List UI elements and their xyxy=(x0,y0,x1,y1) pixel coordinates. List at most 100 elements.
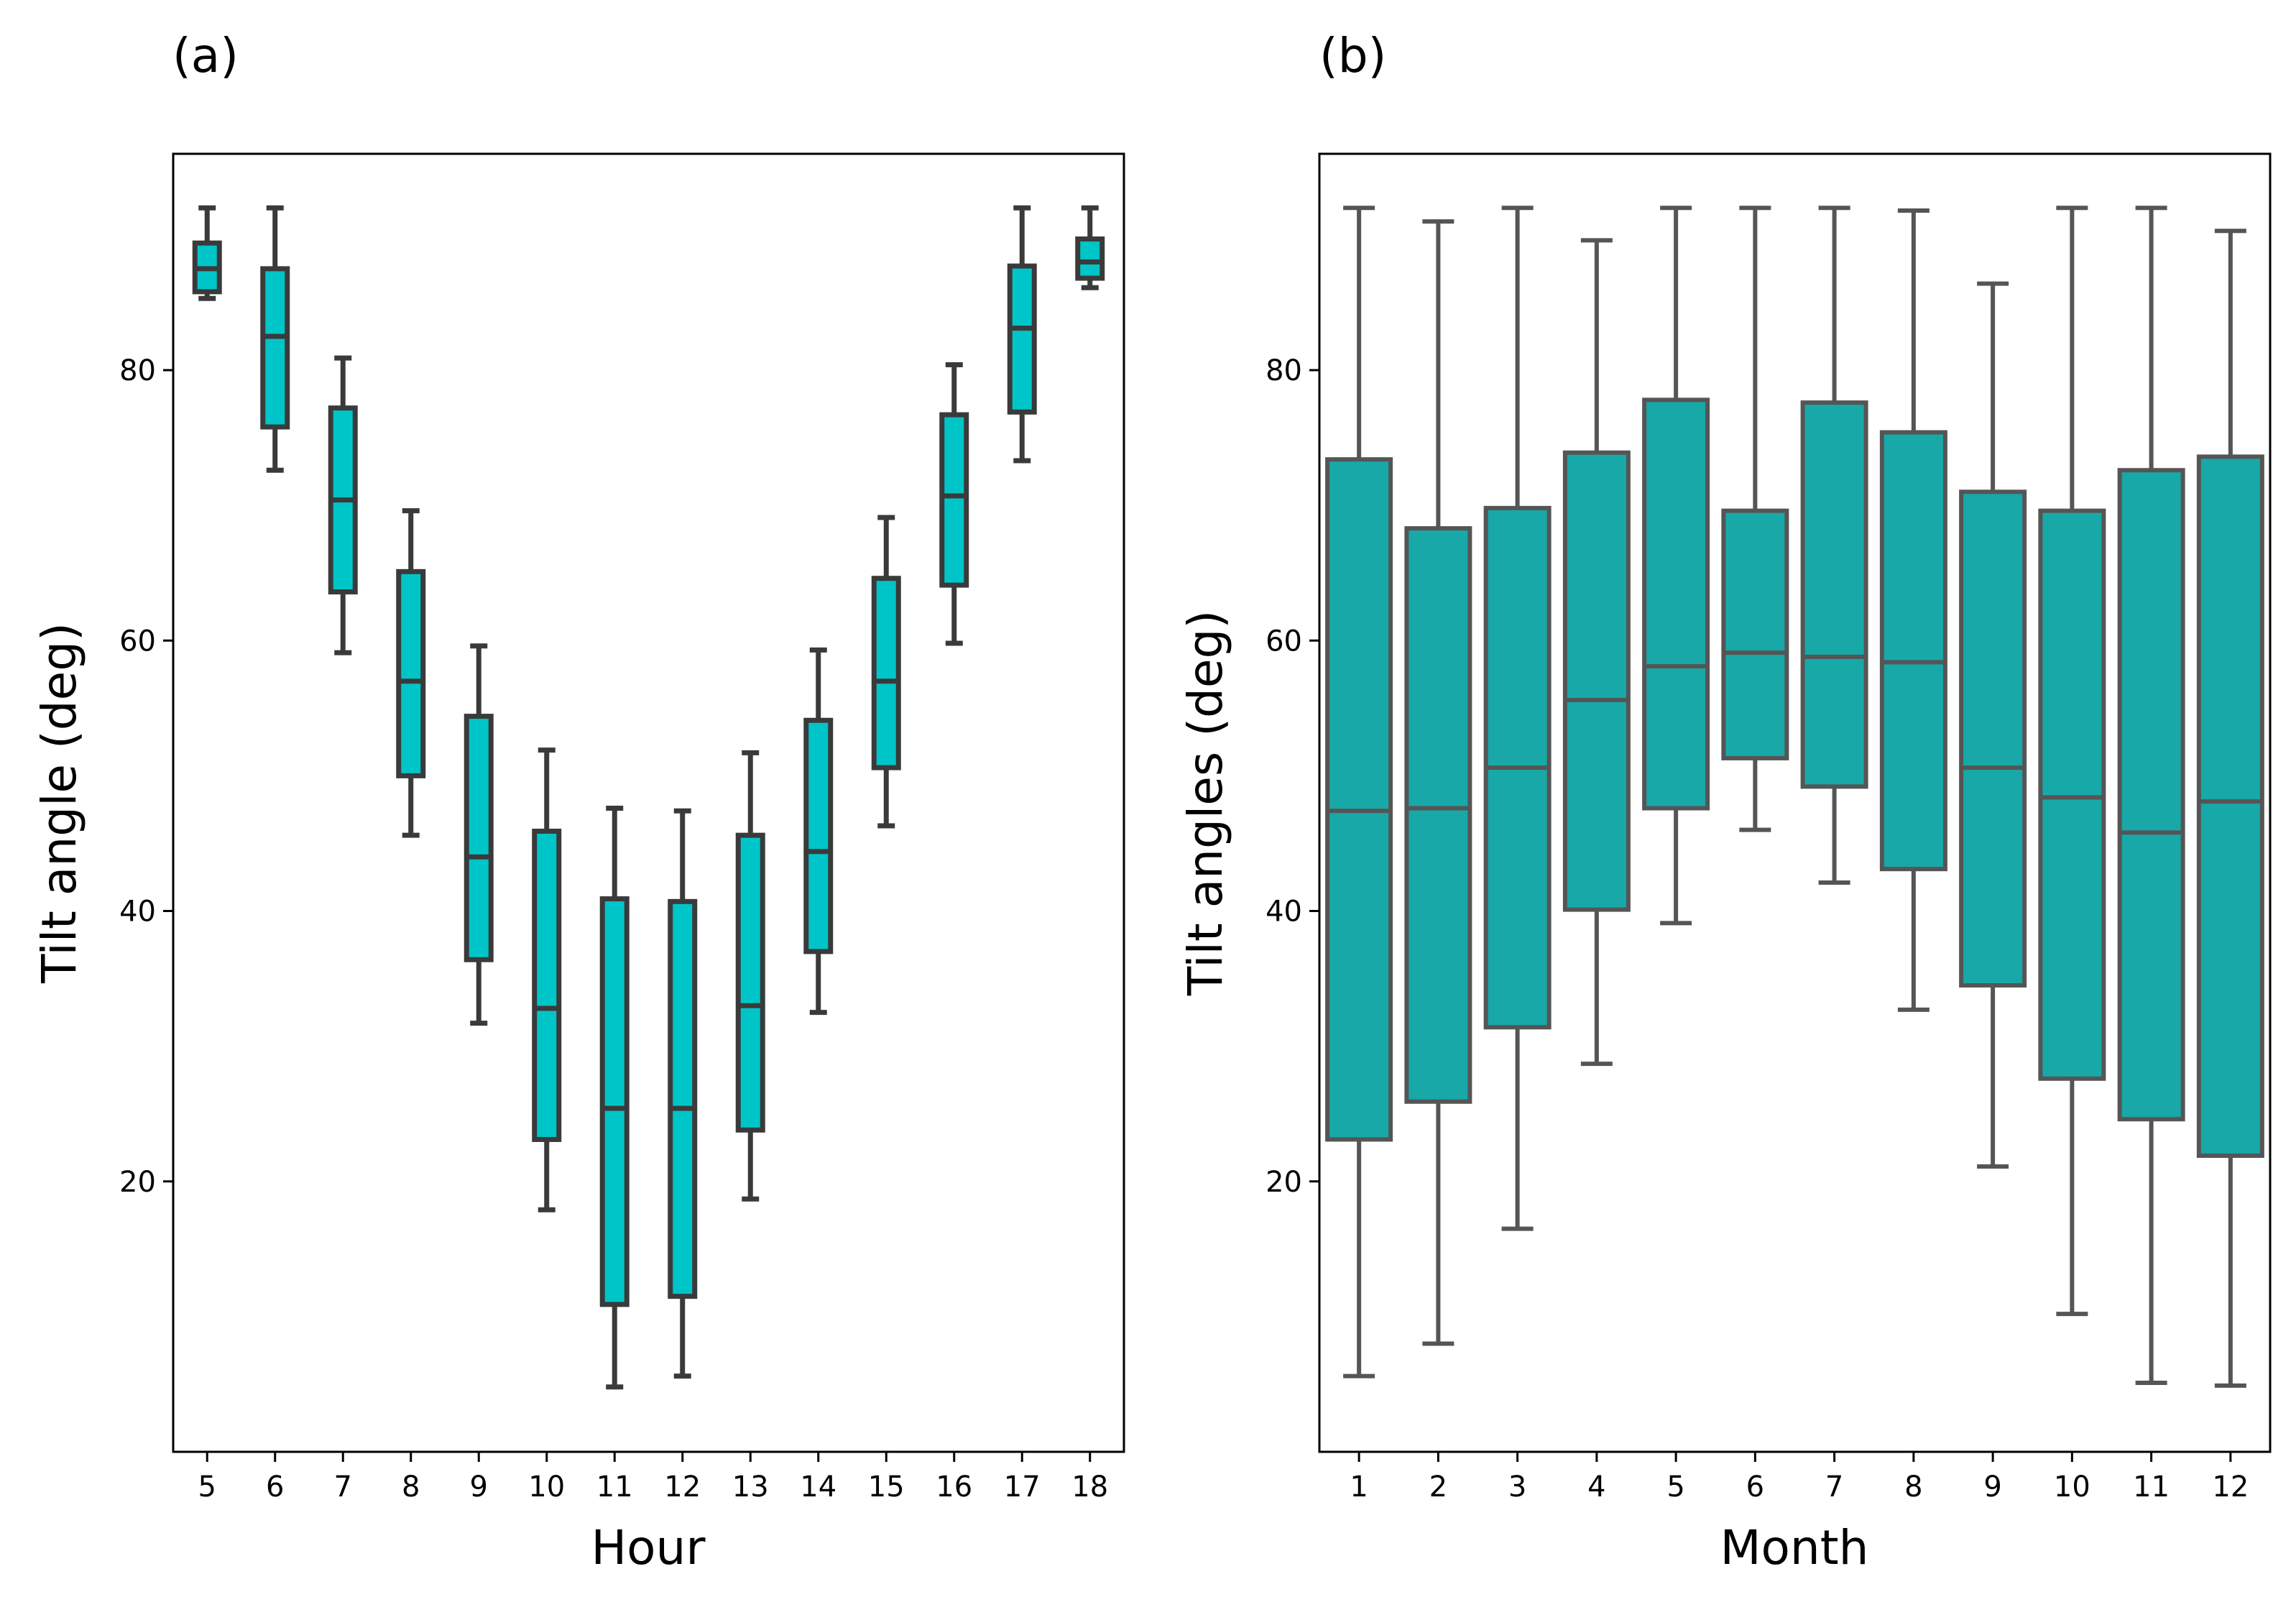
iqr-box xyxy=(1959,489,2027,988)
panel-a-x-tick-label: 12 xyxy=(664,1471,701,1504)
iqr-box xyxy=(735,832,765,1133)
panel-a-box-12 xyxy=(668,808,698,1379)
iqr-box xyxy=(1800,400,1868,789)
iqr-box xyxy=(1642,397,1710,811)
panel-b-y-tick-label: 40 xyxy=(1265,896,1302,929)
panel-b-x-tick-label: 8 xyxy=(1904,1471,1922,1504)
panel-a-frame xyxy=(172,152,1125,1453)
panel-b-x-axis-label: Month xyxy=(1720,1520,1869,1575)
panel-b-box-2 xyxy=(1404,219,1472,1346)
iqr-box xyxy=(532,829,562,1142)
panel-a-y-tick-label: 40 xyxy=(119,896,156,929)
panel-b-frame xyxy=(1318,152,2272,1453)
panel-b-box-8 xyxy=(1879,208,1947,1012)
panel-b-box-3 xyxy=(1483,206,1552,1231)
panel-b-box-11 xyxy=(2117,206,2185,1386)
panel-b-x-tick-label: 10 xyxy=(2054,1471,2090,1504)
panel-a-box-11 xyxy=(599,806,630,1390)
panel-b-x-tick-label: 11 xyxy=(2133,1471,2170,1504)
panel-b-x-tick-label: 12 xyxy=(2212,1471,2249,1504)
iqr-box xyxy=(1879,430,1947,872)
panel-a-x-ticks: 5 6 7 8 9 10 11 12 13 14 15 16 17 18 xyxy=(198,1452,1108,1504)
iqr-box xyxy=(2038,508,2106,1081)
panel-a-y-tick-label: 80 xyxy=(119,354,156,387)
panel-a-x-tick-label: 16 xyxy=(936,1471,972,1504)
panel-b-x-tick-label: 9 xyxy=(1983,1471,2001,1504)
panel-b-box-10 xyxy=(2038,206,2106,1317)
panel-a-x-tick-label: 5 xyxy=(198,1471,216,1504)
panel-a-x-tick-label: 14 xyxy=(800,1471,836,1504)
panel-b-label: (b) xyxy=(1319,28,1386,83)
panel-a-x-tick-label: 17 xyxy=(1004,1471,1041,1504)
panel-a-box-6 xyxy=(260,205,290,473)
panel-a-x-tick-label: 11 xyxy=(596,1471,633,1504)
panel-b-x-ticks: 1 2 3 4 5 6 7 8 9 10 11 12 xyxy=(1350,1452,2249,1504)
panel-a-x-tick-label: 7 xyxy=(334,1471,352,1504)
panel-b-box-4 xyxy=(1562,238,1631,1067)
panel-a-label: (a) xyxy=(172,28,239,83)
panel-b-y-tick-label: 60 xyxy=(1265,625,1302,658)
panel-a-y-axis-label: Tilt angle (deg) xyxy=(32,622,87,984)
panel-a: (a) 20 40 60 80 5 6 7 8 9 10 11 12 13 14 15 16 17 18 Hou… xyxy=(32,28,1125,1575)
iqr-box xyxy=(1075,236,1105,281)
panel-b-box-1 xyxy=(1325,206,1393,1379)
panel-a-x-tick-label: 8 xyxy=(402,1471,420,1504)
panel-a-box-14 xyxy=(803,647,834,1016)
iqr-box xyxy=(464,714,494,962)
iqr-box xyxy=(1721,508,1789,760)
panel-b-y-tick-label: 20 xyxy=(1265,1166,1302,1199)
panel-b-x-tick-label: 1 xyxy=(1350,1471,1368,1504)
iqr-box xyxy=(1404,526,1472,1104)
panel-a-box-8 xyxy=(396,508,426,838)
panel-b-boxes xyxy=(1325,206,2264,1388)
iqr-box xyxy=(871,576,901,770)
iqr-box xyxy=(939,412,969,588)
panel-a-box-15 xyxy=(871,515,901,829)
iqr-box xyxy=(599,896,630,1307)
iqr-box xyxy=(803,717,834,954)
panel-a-box-13 xyxy=(735,750,765,1202)
panel-a-x-tick-label: 9 xyxy=(470,1471,488,1504)
panel-b-y-ticks: 20 40 60 80 xyxy=(1265,354,1319,1199)
iqr-box xyxy=(1007,263,1037,415)
panel-a-box-17 xyxy=(1007,205,1037,464)
panel-b-box-9 xyxy=(1959,281,2027,1169)
panel-b-box-12 xyxy=(2196,229,2264,1388)
panel-a-box-16 xyxy=(939,362,969,646)
panel-b-x-tick-label: 2 xyxy=(1429,1471,1447,1504)
panel-a-x-tick-label: 15 xyxy=(868,1471,905,1504)
iqr-box xyxy=(260,266,290,430)
iqr-box xyxy=(668,898,698,1299)
panel-a-x-tick-label: 18 xyxy=(1071,1471,1108,1504)
panel-b-x-tick-label: 6 xyxy=(1746,1471,1764,1504)
panel-b-box-6 xyxy=(1721,206,1789,832)
panel-b-y-axis-label: Tilt angles (deg) xyxy=(1178,610,1233,996)
panel-a-x-tick-label: 13 xyxy=(732,1471,769,1504)
panel-a-x-tick-label: 6 xyxy=(266,1471,284,1504)
iqr-box xyxy=(1325,457,1393,1142)
panel-a-y-tick-label: 20 xyxy=(119,1166,156,1199)
iqr-box xyxy=(1562,450,1631,912)
panel-a-box-5 xyxy=(192,205,222,301)
panel-b-x-tick-label: 5 xyxy=(1666,1471,1684,1504)
panel-a-x-axis-label: Hour xyxy=(591,1520,706,1575)
panel-b-box-5 xyxy=(1642,206,1710,926)
panel-a-box-18 xyxy=(1075,205,1105,290)
panel-b-x-tick-label: 7 xyxy=(1825,1471,1843,1504)
panel-b-x-tick-label: 4 xyxy=(1587,1471,1605,1504)
iqr-box xyxy=(396,569,426,778)
panel-a-boxes xyxy=(192,205,1105,1390)
panel-a-box-7 xyxy=(328,355,358,655)
panel-b-box-7 xyxy=(1800,206,1868,885)
iqr-box xyxy=(2117,468,2185,1122)
panel-a-box-10 xyxy=(532,747,562,1212)
panel-b-y-tick-label: 80 xyxy=(1265,354,1302,387)
panel-a-y-tick-label: 60 xyxy=(119,625,156,658)
panel-a-x-tick-label: 10 xyxy=(528,1471,565,1504)
panel-b-x-tick-label: 3 xyxy=(1508,1471,1526,1504)
panel-a-y-ticks: 20 40 60 80 xyxy=(119,354,173,1199)
iqr-box xyxy=(2196,454,2264,1159)
panel-a-box-9 xyxy=(464,643,494,1026)
